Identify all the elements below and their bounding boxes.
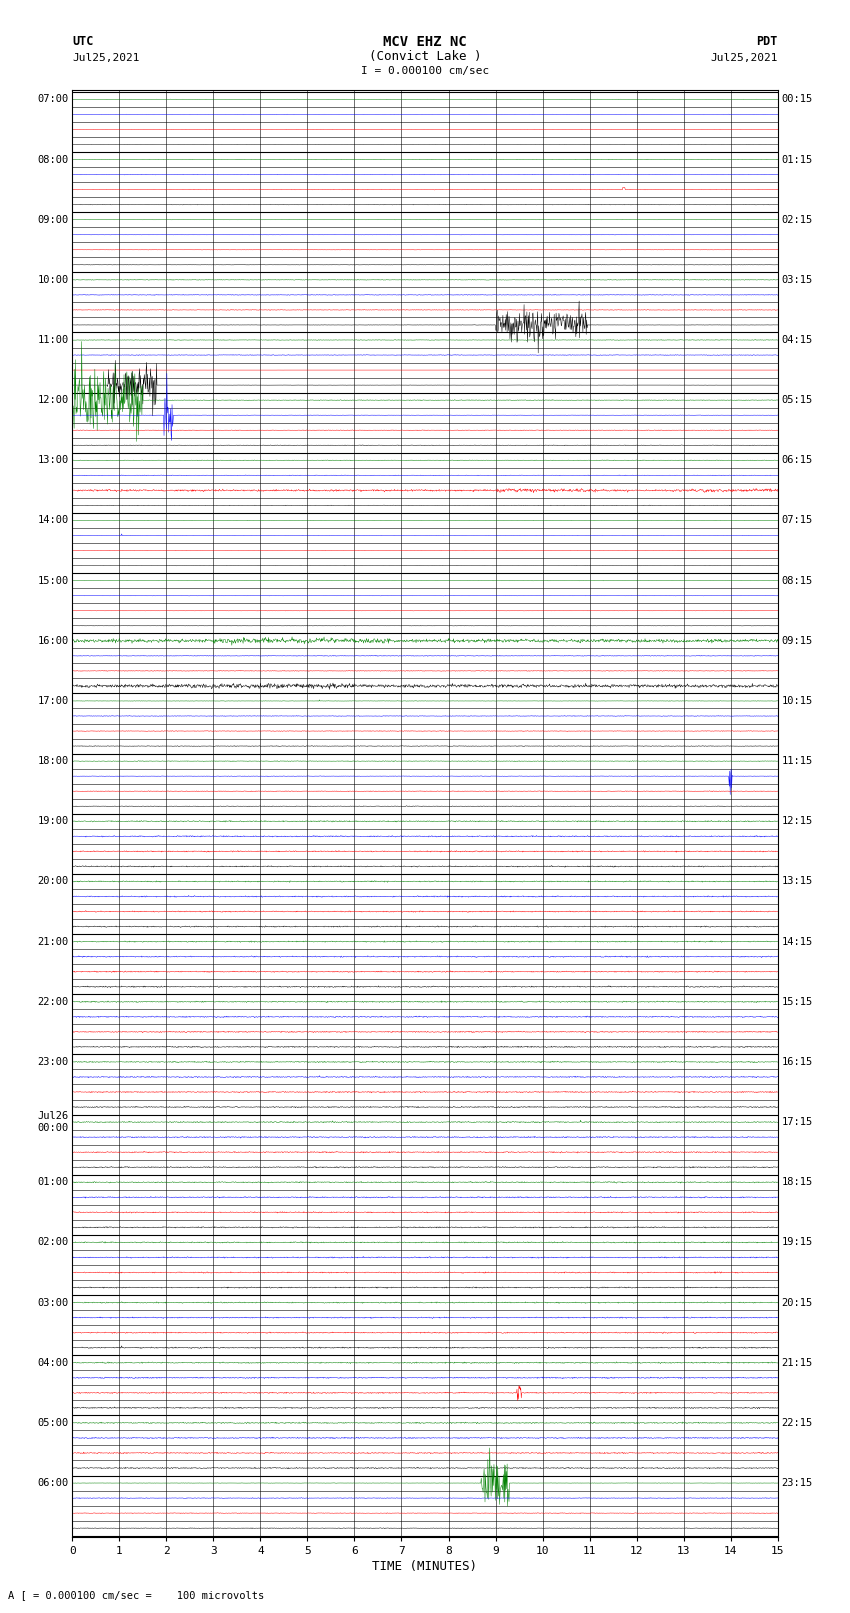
Text: 03:00: 03:00: [37, 1297, 69, 1308]
Text: 19:00: 19:00: [37, 816, 69, 826]
Text: 10:15: 10:15: [781, 695, 813, 706]
Text: 12:15: 12:15: [781, 816, 813, 826]
Text: 07:00: 07:00: [37, 94, 69, 105]
Text: 16:00: 16:00: [37, 636, 69, 645]
Text: 09:15: 09:15: [781, 636, 813, 645]
Text: 16:15: 16:15: [781, 1057, 813, 1066]
Text: 17:15: 17:15: [781, 1118, 813, 1127]
Text: 20:00: 20:00: [37, 876, 69, 887]
Text: 18:15: 18:15: [781, 1177, 813, 1187]
Text: 19:15: 19:15: [781, 1237, 813, 1247]
Text: 13:00: 13:00: [37, 455, 69, 465]
Text: 11:00: 11:00: [37, 336, 69, 345]
Text: 06:15: 06:15: [781, 455, 813, 465]
Text: 06:00: 06:00: [37, 1478, 69, 1489]
Text: 08:00: 08:00: [37, 155, 69, 165]
Text: Jul25,2021: Jul25,2021: [72, 53, 139, 63]
Text: 15:15: 15:15: [781, 997, 813, 1007]
Text: UTC: UTC: [72, 35, 94, 48]
Text: 08:15: 08:15: [781, 576, 813, 586]
Text: 14:15: 14:15: [781, 937, 813, 947]
Text: 13:15: 13:15: [781, 876, 813, 887]
Text: 00:15: 00:15: [781, 94, 813, 105]
Text: 10:00: 10:00: [37, 274, 69, 286]
Text: 23:15: 23:15: [781, 1478, 813, 1489]
Text: 11:15: 11:15: [781, 756, 813, 766]
Text: 20:15: 20:15: [781, 1297, 813, 1308]
Text: 21:15: 21:15: [781, 1358, 813, 1368]
Text: 23:00: 23:00: [37, 1057, 69, 1066]
Text: 02:15: 02:15: [781, 215, 813, 224]
Text: 01:15: 01:15: [781, 155, 813, 165]
Text: 22:00: 22:00: [37, 997, 69, 1007]
Text: 07:15: 07:15: [781, 516, 813, 526]
Text: Jul25,2021: Jul25,2021: [711, 53, 778, 63]
Text: 14:00: 14:00: [37, 516, 69, 526]
Text: 12:00: 12:00: [37, 395, 69, 405]
Text: 03:15: 03:15: [781, 274, 813, 286]
Text: 18:00: 18:00: [37, 756, 69, 766]
Text: 04:15: 04:15: [781, 336, 813, 345]
Text: 22:15: 22:15: [781, 1418, 813, 1428]
Text: 05:00: 05:00: [37, 1418, 69, 1428]
Text: 15:00: 15:00: [37, 576, 69, 586]
X-axis label: TIME (MINUTES): TIME (MINUTES): [372, 1560, 478, 1573]
Text: 04:00: 04:00: [37, 1358, 69, 1368]
Text: 05:15: 05:15: [781, 395, 813, 405]
Text: 17:00: 17:00: [37, 695, 69, 706]
Text: I = 0.000100 cm/sec: I = 0.000100 cm/sec: [361, 66, 489, 76]
Text: Jul26
00:00: Jul26 00:00: [37, 1111, 69, 1132]
Text: (Convict Lake ): (Convict Lake ): [369, 50, 481, 63]
Text: 01:00: 01:00: [37, 1177, 69, 1187]
Text: 09:00: 09:00: [37, 215, 69, 224]
Text: 21:00: 21:00: [37, 937, 69, 947]
Text: PDT: PDT: [756, 35, 778, 48]
Text: 02:00: 02:00: [37, 1237, 69, 1247]
Text: A [ = 0.000100 cm/sec =    100 microvolts: A [ = 0.000100 cm/sec = 100 microvolts: [8, 1590, 264, 1600]
Text: MCV EHZ NC: MCV EHZ NC: [383, 35, 467, 50]
